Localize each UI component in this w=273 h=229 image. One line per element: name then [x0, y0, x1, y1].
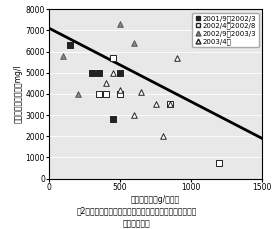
Text: 図2　切り花収量と葉身汁液祀酸濃度の関係（養液土耕栅: 図2 切り花収量と葉身汁液祀酸濃度の関係（養液土耕栅: [76, 206, 197, 215]
Point: [118, 22, 122, 26]
Point: [104, 92, 108, 96]
Point: [175, 56, 179, 60]
X-axis label: 切り花収量　g/株・月: 切り花収量 g/株・月: [131, 195, 180, 204]
Point: [132, 41, 136, 45]
Point: [111, 56, 115, 60]
Y-axis label: 葉身汁液祀酸濃度　mg/l: 葉身汁液祀酸濃度 mg/l: [14, 65, 23, 123]
Point: [68, 43, 73, 47]
Point: [118, 71, 122, 75]
Point: [111, 71, 115, 75]
Text: 培、標準区）: 培、標準区）: [123, 220, 150, 229]
Legend: 2001/9～2002/3, 2002/4～2002/8, 2002/9～2003/3, 2003/4～: 2001/9～2002/3, 2002/4～2002/8, 2002/9～200…: [192, 13, 259, 47]
Point: [61, 54, 66, 57]
Point: [118, 92, 122, 96]
Point: [111, 117, 115, 121]
Point: [118, 88, 122, 92]
Point: [104, 82, 108, 85]
Point: [153, 103, 158, 106]
Point: [217, 161, 222, 165]
Point: [75, 92, 80, 96]
Point: [97, 92, 101, 96]
Point: [139, 90, 144, 94]
Point: [90, 71, 94, 75]
Point: [132, 113, 136, 117]
Point: [168, 103, 172, 106]
Point: [161, 134, 165, 138]
Point: [168, 103, 172, 106]
Point: [97, 71, 101, 75]
